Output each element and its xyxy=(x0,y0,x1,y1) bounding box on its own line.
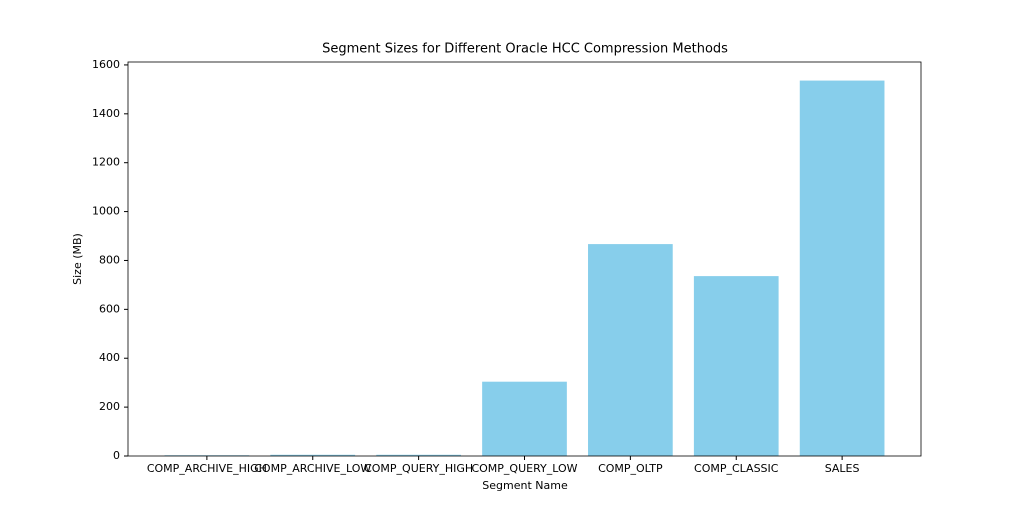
x-tick-label: COMP_QUERY_LOW xyxy=(471,462,577,475)
x-tick-label: COMP_OLTP xyxy=(598,462,663,475)
y-tick-label: 1200 xyxy=(92,156,120,169)
x-tick-label: COMP_ARCHIVE_LOW xyxy=(254,462,371,475)
y-tick-label: 1000 xyxy=(92,205,120,218)
bar xyxy=(588,244,673,456)
y-tick-label: 1400 xyxy=(92,107,120,120)
bar xyxy=(799,80,885,456)
y-tick-label: 1600 xyxy=(92,58,120,71)
x-axis-label: Segment Name xyxy=(482,479,568,492)
bar xyxy=(693,276,779,456)
y-tick-label: 600 xyxy=(99,302,120,315)
x-tick-label: SALES xyxy=(825,462,860,475)
bar xyxy=(376,454,461,456)
chart-title: Segment Sizes for Different Oracle HCC C… xyxy=(322,42,728,57)
plot-frame xyxy=(127,61,922,457)
y-axis-label: Size (MB) xyxy=(71,233,84,285)
y-tick-label: 400 xyxy=(99,351,120,364)
y-tick-label: 200 xyxy=(99,400,120,413)
x-tick-label: COMP_QUERY_HIGH xyxy=(364,462,473,475)
y-tick-label: 800 xyxy=(99,253,120,266)
y-tick-label: 0 xyxy=(113,449,120,462)
x-tick-label: COMP_ARCHIVE_HIGH xyxy=(147,462,267,475)
x-tick-label: COMP_CLASSIC xyxy=(694,462,779,475)
bar xyxy=(270,454,356,456)
bar xyxy=(482,381,567,456)
